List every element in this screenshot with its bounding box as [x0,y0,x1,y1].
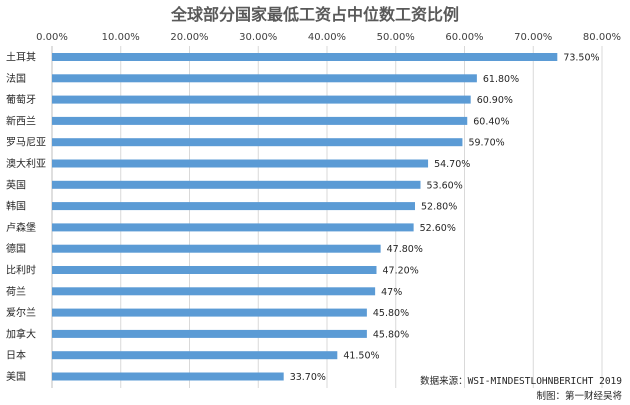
bar [52,351,338,360]
category-label: 比利时 [6,265,36,277]
data-labels: 73.50% 61.80% 60.90% 60.40% 59.70% 54.70% 53.6… [290,53,600,384]
bar [52,180,421,189]
category-label: 加拿大 [6,327,36,340]
bar [52,53,558,61]
data-label: 53.60% [427,180,463,191]
source-note: 数据来源：WSI-MINDESTLOHNBERICHT 2019 [420,375,622,387]
data-label: 61.80% [483,74,519,85]
data-label: 41.50% [343,351,379,362]
data-label: 52.60% [420,223,456,234]
bar [52,329,367,338]
bar [52,116,468,125]
bar [52,244,381,253]
chart-title: 全球部分国家最低工资占中位数工资比例 [170,5,459,24]
x-tick-label: 30.00% [239,32,277,43]
category-label: 土耳其 [6,51,36,64]
data-label: 73.50% [563,53,599,64]
author-note: 制图：第一财经吴将 [536,390,622,402]
bar [52,95,471,104]
data-label: 45.80% [373,308,409,319]
data-label: 60.40% [473,116,509,127]
category-label: 法国 [6,72,26,85]
category-label: 韩国 [6,200,26,213]
data-label: 47.20% [383,266,419,277]
category-labels: 土耳其法国葡萄牙新西兰罗马尼亚澳大利亚英国韩国卢森堡德国比利时荷兰爱尔兰加拿大日… [6,51,46,384]
bar [52,74,477,83]
x-tick-label: 20.00% [170,32,208,43]
category-label: 澳大利亚 [6,157,46,170]
x-tick-label: 70.00% [514,32,552,43]
category-label: 葡萄牙 [6,93,36,106]
x-axis-ticks: 0.00% 10.00% 20.00% 30.00% 40.00% 50.00% 60.00… [36,32,621,43]
bar [52,308,367,317]
bar [52,223,414,232]
bar [52,159,429,168]
data-label: 59.70% [468,138,504,149]
category-label: 英国 [6,178,26,191]
x-tick-label: 40.00% [308,32,346,43]
category-label: 德国 [6,242,26,255]
category-label: 美国 [6,370,26,383]
x-tick-label: 0.00% [36,32,68,43]
category-label: 荷兰 [6,285,26,298]
bar [52,202,415,211]
data-label: 47.80% [387,244,423,255]
data-label: 60.90% [477,95,513,106]
x-tick-label: 50.00% [377,32,415,43]
data-label: 52.80% [421,202,457,213]
category-label: 爱尔兰 [6,306,36,319]
data-label: 33.70% [290,372,326,383]
x-tick-label: 80.00% [583,32,621,43]
bars [52,53,558,381]
category-label: 新西兰 [6,114,36,127]
bar [52,287,376,296]
data-label: 45.80% [373,329,409,340]
data-label: 47% [381,287,402,298]
data-label: 54.70% [434,159,470,170]
x-tick-label: 10.00% [102,32,140,43]
bar [52,372,284,381]
category-label: 日本 [6,349,26,362]
bar [52,138,463,147]
bar [52,266,377,274]
category-label: 罗马尼亚 [6,137,46,149]
x-tick-label: 60.00% [445,32,483,43]
category-label: 卢森堡 [6,221,36,234]
